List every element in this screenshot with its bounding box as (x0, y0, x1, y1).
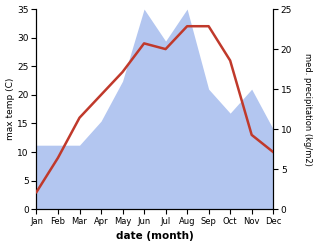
X-axis label: date (month): date (month) (116, 231, 194, 242)
Y-axis label: max temp (C): max temp (C) (5, 78, 15, 140)
Y-axis label: med. precipitation (kg/m2): med. precipitation (kg/m2) (303, 53, 313, 165)
